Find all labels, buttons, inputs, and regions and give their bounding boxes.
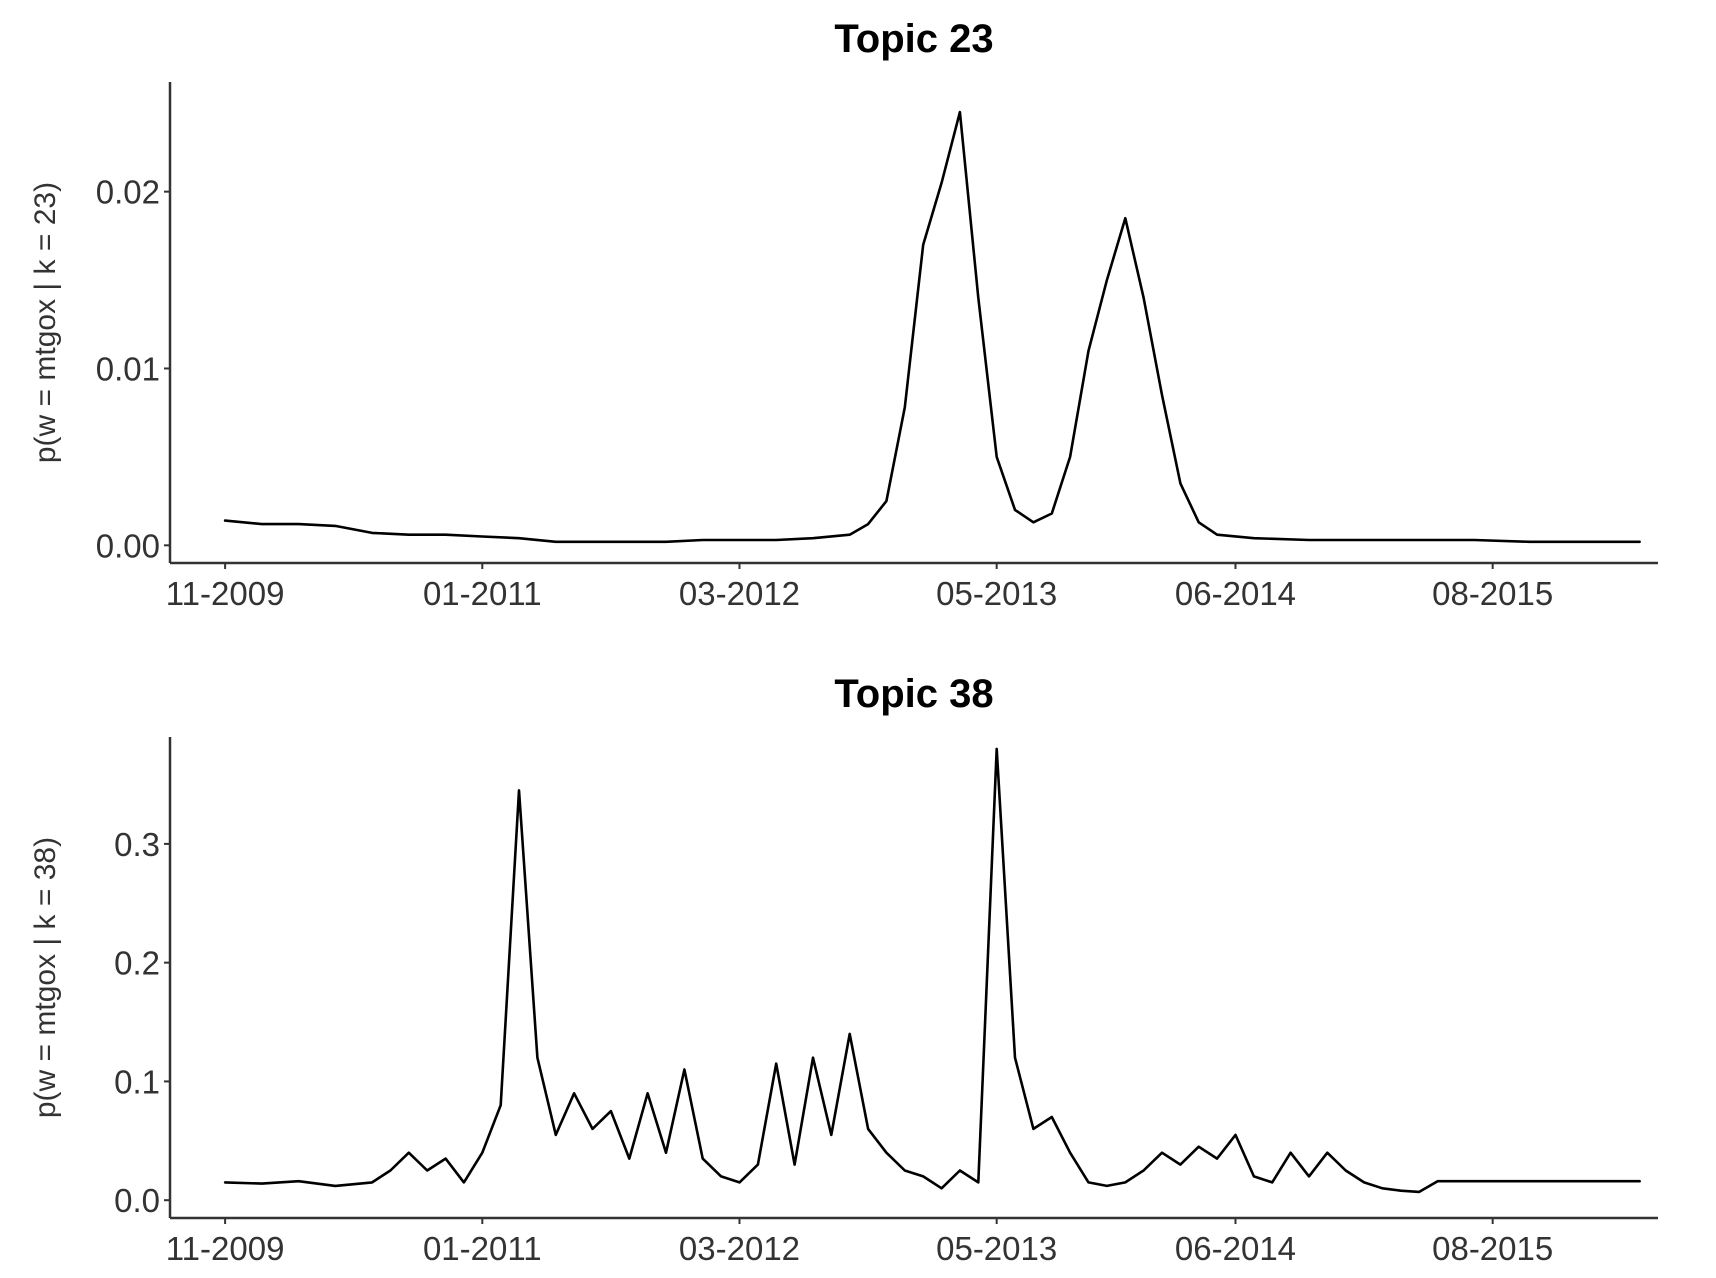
x-tick-label: 11-2009 [166, 1230, 285, 1267]
x-tick-label: 08-2015 [1432, 1230, 1553, 1267]
y-tick-label: 0.3 [114, 826, 160, 863]
y-axis-title: p(w = mtgox | k = 23) [29, 182, 62, 463]
y-axis-title: p(w = mtgox | k = 38) [29, 837, 62, 1118]
chart-title: Topic 38 [834, 672, 993, 716]
y-tick-label: 0.0 [114, 1182, 160, 1219]
y-tick-label: 0.1 [114, 1063, 160, 1100]
x-tick-label: 01-2011 [423, 1230, 542, 1267]
y-tick-label: 0.01 [96, 350, 160, 387]
y-tick-label: 0.00 [96, 527, 160, 564]
series-line [223, 747, 1641, 1194]
x-tick-label: 06-2014 [1175, 575, 1296, 612]
chart-topic-23: Topic 23 p(w = mtgox | k = 23) 0.00 0.01 0.0… [29, 17, 1658, 612]
x-tick-label: 05-2013 [936, 575, 1057, 612]
series-line [223, 110, 1641, 544]
x-tick-label: 03-2012 [679, 575, 800, 612]
x-tick-label: 05-2013 [936, 1230, 1057, 1267]
x-tick-label: 08-2015 [1432, 575, 1553, 612]
x-tick-label: 01-2011 [423, 575, 542, 612]
x-tick-label: 03-2012 [679, 1230, 800, 1267]
y-tick-label: 0.2 [114, 945, 160, 982]
chart-topic-38: Topic 38 p(w = mtgox | k = 38) 0.0 0.1 0.2 0.… [29, 672, 1658, 1267]
x-tick-label: 11-2009 [166, 575, 285, 612]
x-tick-label: 06-2014 [1175, 1230, 1296, 1267]
y-tick-label: 0.02 [96, 174, 160, 211]
chart-title: Topic 23 [834, 17, 993, 61]
